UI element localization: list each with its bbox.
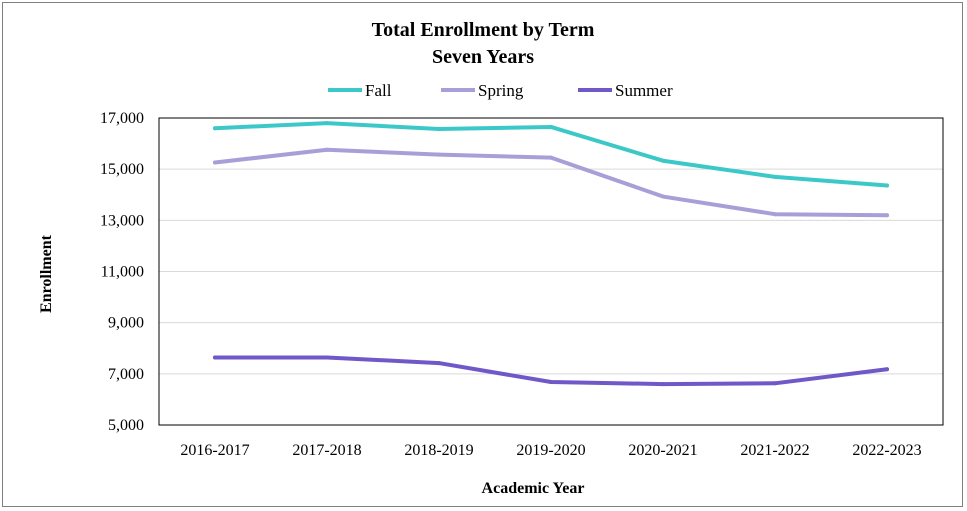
x-tick-label: 2017-2018 (292, 442, 361, 459)
x-tick-label: 2020-2021 (628, 442, 697, 459)
data-point-fall (661, 158, 665, 163)
data-point-summer (773, 381, 777, 386)
legend-label-spring: Spring (478, 81, 524, 100)
data-point-summer (885, 367, 889, 372)
plot-area (158, 117, 944, 426)
y-tick-label: 13,000 (100, 212, 144, 229)
chart-subtitle: Seven Years (432, 46, 534, 68)
data-point-spring (661, 194, 665, 199)
data-point-fall (437, 127, 441, 132)
x-tick-label: 2022-2023 (852, 442, 921, 459)
x-tick-label: 2018-2019 (404, 442, 473, 459)
data-point-summer (549, 380, 553, 385)
legend-label-fall: Fall (365, 81, 392, 100)
data-point-summer (437, 361, 441, 366)
x-axis-title: Academic Year (482, 480, 585, 497)
series-line-fall (213, 121, 889, 188)
data-point-spring (885, 213, 889, 218)
y-tick-label: 11,000 (101, 264, 144, 281)
y-tick-label: 15,000 (100, 161, 144, 178)
data-point-spring (213, 160, 217, 165)
data-point-summer (325, 355, 329, 360)
legend-label-summer: Summer (615, 81, 673, 100)
data-point-spring (549, 155, 553, 160)
series-lines (213, 121, 889, 387)
x-tick-label: 2016-2017 (180, 442, 249, 459)
x-tick-label: 2019-2020 (516, 442, 585, 459)
y-tick-label: 9,000 (108, 315, 144, 332)
x-tick-label: 2021-2022 (740, 442, 809, 459)
data-point-spring (437, 152, 441, 157)
data-point-fall (325, 121, 329, 126)
y-axis-title: Enrollment (38, 234, 55, 313)
data-point-spring (325, 147, 329, 152)
y-tick-label: 5,000 (108, 417, 144, 434)
x-axis-ticks: 2016-2017 2017-2018 2018-2019 2019-2020 2020… (180, 442, 921, 459)
data-point-spring (773, 212, 777, 217)
data-point-fall (773, 174, 777, 179)
data-point-fall (549, 124, 553, 129)
data-point-fall (885, 183, 889, 188)
data-point-summer (661, 382, 665, 387)
y-axis-ticks: 5,000 7,000 9,000 11,000 13,000 15,000 17,000 (100, 110, 144, 434)
chart-title: Total Enrollment by Term (372, 19, 595, 41)
y-tick-label: 17,000 (100, 110, 144, 127)
data-point-summer (213, 355, 217, 360)
data-point-fall (213, 126, 217, 131)
legend: Fall Spring Summer (328, 81, 673, 100)
y-tick-label: 7,000 (108, 366, 144, 383)
